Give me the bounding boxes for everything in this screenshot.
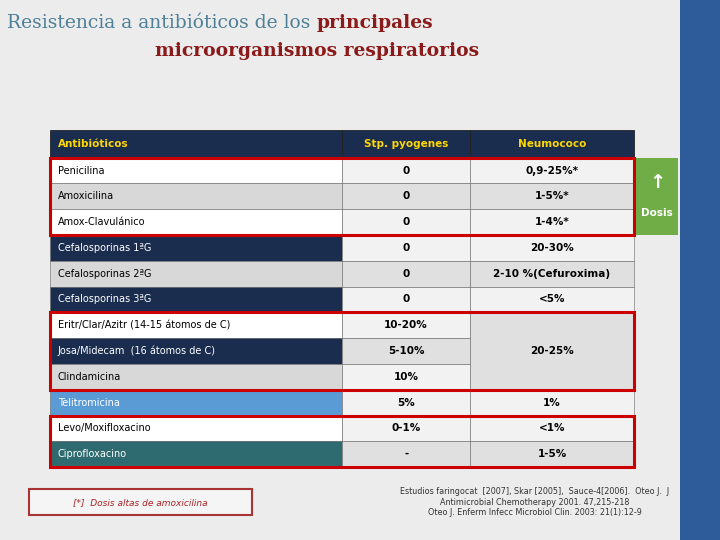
Bar [470, 312, 634, 390]
Bar [470, 415, 634, 441]
Text: 5-10%: 5-10% [388, 346, 424, 356]
Bar [50, 390, 342, 416]
Bar [470, 184, 634, 210]
Text: principales: principales [317, 14, 433, 31]
Bar [470, 441, 634, 467]
Text: Neumococo: Neumococo [518, 139, 586, 148]
Bar [50, 441, 342, 467]
Text: 0,9-25%*: 0,9-25%* [526, 166, 578, 176]
Text: microorganismos respiratorios: microorganismos respiratorios [155, 42, 479, 60]
Bar [636, 158, 678, 235]
Bar [342, 261, 470, 287]
Bar [50, 287, 342, 312]
Bar [50, 416, 634, 467]
Bar [342, 312, 470, 338]
Text: Cefalosporinas 1ªG: Cefalosporinas 1ªG [58, 243, 151, 253]
Text: 2-10 %(Cefuroxima): 2-10 %(Cefuroxima) [493, 269, 611, 279]
Bar [342, 184, 470, 210]
Text: 1%: 1% [543, 397, 561, 408]
Bar [50, 261, 342, 287]
Bar [470, 287, 634, 312]
Text: 0: 0 [402, 166, 410, 176]
Bar [342, 130, 470, 158]
Bar [470, 130, 634, 158]
Text: Clindamicina: Clindamicina [58, 372, 121, 382]
Text: Eritr/Clar/Azitr (14-15 átomos de C): Eritr/Clar/Azitr (14-15 átomos de C) [58, 320, 230, 330]
Bar [342, 287, 470, 312]
Bar [50, 364, 342, 390]
Bar [50, 184, 342, 210]
Bar [50, 312, 342, 338]
Bar [342, 415, 470, 441]
Text: 0: 0 [402, 191, 410, 201]
Bar [342, 158, 470, 184]
Bar [342, 210, 470, 235]
Text: Levo/Moxifloxacino: Levo/Moxifloxacino [58, 423, 150, 434]
Text: 20-30%: 20-30% [530, 243, 574, 253]
Text: Ciprofloxacino: Ciprofloxacino [58, 449, 127, 459]
Bar [50, 235, 342, 261]
Bar [50, 312, 634, 390]
Bar [29, 489, 252, 515]
Bar [470, 261, 634, 287]
Text: Cefalosporinas 3ªG: Cefalosporinas 3ªG [58, 294, 151, 305]
Text: 20-25%: 20-25% [530, 346, 574, 356]
Text: 10-20%: 10-20% [384, 320, 428, 330]
Text: 10%: 10% [394, 372, 418, 382]
Bar [50, 210, 342, 235]
Text: Antibióticos: Antibióticos [58, 139, 128, 148]
Bar [342, 390, 470, 416]
Text: 1-4%*: 1-4%* [534, 217, 570, 227]
Text: Dosis: Dosis [642, 208, 673, 218]
Text: Penicilina: Penicilina [58, 166, 104, 176]
Bar [470, 390, 634, 416]
Bar [342, 441, 470, 467]
Text: 1-5%*: 1-5%* [535, 191, 570, 201]
Text: Cefalosporinas 2ªG: Cefalosporinas 2ªG [58, 269, 151, 279]
Bar [342, 338, 470, 364]
Text: <5%: <5% [539, 294, 565, 305]
Text: Telitromicina: Telitromicina [58, 397, 120, 408]
Text: Stp. pyogenes: Stp. pyogenes [364, 139, 449, 148]
Bar [342, 364, 470, 390]
Bar [50, 130, 342, 158]
Bar [50, 158, 342, 184]
Text: Resistencia a antibióticos de los: Resistencia a antibióticos de los [7, 14, 317, 31]
Text: 0: 0 [402, 294, 410, 305]
Bar [470, 235, 634, 261]
Text: 0: 0 [402, 243, 410, 253]
Bar [680, 0, 720, 540]
Text: Amoxicilina: Amoxicilina [58, 191, 114, 201]
Bar [50, 158, 634, 235]
Text: 0-1%: 0-1% [392, 423, 420, 434]
Text: -: - [404, 449, 408, 459]
Text: Estudios faringocat  [2007], Skar [2005],  Sauce-4[2006].  Oteo J.  J
Antimicrob: Estudios faringocat [2007], Skar [2005],… [400, 487, 670, 517]
Text: 0: 0 [402, 269, 410, 279]
Text: ↑: ↑ [649, 173, 665, 192]
Text: Amox-Clavulánico: Amox-Clavulánico [58, 217, 145, 227]
Bar [50, 338, 342, 364]
Bar [342, 235, 470, 261]
Bar [50, 415, 342, 441]
Text: 1-5%: 1-5% [537, 449, 567, 459]
Bar [470, 210, 634, 235]
Bar [470, 158, 634, 184]
Text: 0: 0 [402, 217, 410, 227]
Text: <1%: <1% [539, 423, 565, 434]
Text: [*]  Dosis altas de amoxicilina: [*] Dosis altas de amoxicilina [73, 498, 207, 507]
Text: 5%: 5% [397, 397, 415, 408]
Text: Josa/Midecam  (16 átomos de C): Josa/Midecam (16 átomos de C) [58, 346, 215, 356]
